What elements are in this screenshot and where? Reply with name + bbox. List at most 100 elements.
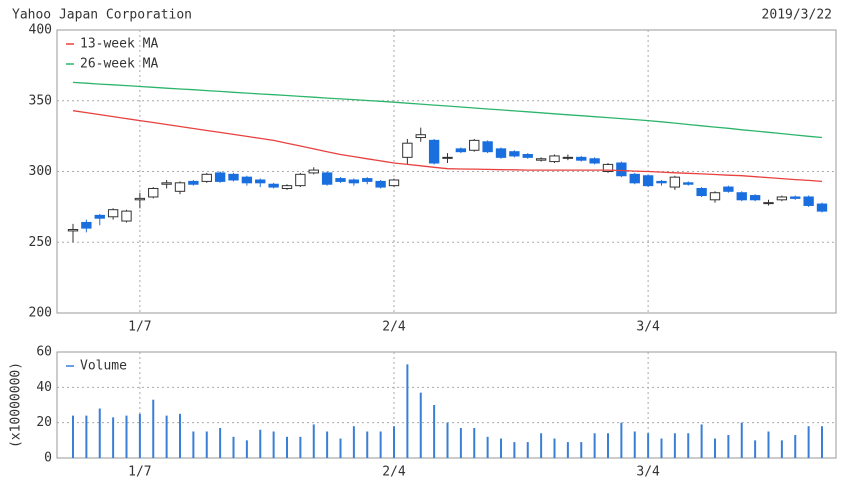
- volume-bar: [647, 433, 650, 458]
- candle-body: [803, 196, 814, 206]
- volume-bar: [393, 426, 395, 458]
- volume-bar: [473, 427, 476, 458]
- candle-body: [522, 154, 533, 158]
- volume-bar: [767, 431, 770, 458]
- candle-body: [549, 155, 560, 163]
- candle-body: [94, 214, 105, 219]
- candle-body: [255, 179, 266, 184]
- candle-body: [228, 173, 239, 181]
- candle-body: [81, 221, 92, 229]
- x-tick-label: 2/4: [382, 320, 406, 335]
- volume-bar: [379, 431, 382, 458]
- candle-body: [281, 185, 293, 189]
- volume-bar: [152, 399, 155, 458]
- volume-bar: [821, 426, 823, 458]
- candle-body: [509, 151, 520, 157]
- chart-date: 2019/3/22: [762, 8, 832, 23]
- volume-bar: [807, 426, 810, 458]
- y-tick-label: 300: [29, 164, 52, 179]
- volume-bar: [513, 442, 516, 458]
- candle-body: [375, 180, 386, 188]
- candle-body: [629, 173, 640, 184]
- volume-bar: [219, 427, 222, 458]
- x-tick-label: 1/7: [128, 320, 151, 335]
- candle-body: [388, 179, 400, 187]
- candle-body: [495, 148, 507, 158]
- candle-body: [335, 178, 346, 182]
- volume-bar: [85, 415, 88, 458]
- candle-body: [535, 158, 547, 161]
- candle-body: [402, 142, 413, 158]
- volume-bar: [607, 433, 609, 458]
- candle-body: [709, 192, 721, 201]
- volume-bar: [580, 442, 583, 458]
- volume-bar: [179, 413, 181, 458]
- y-axis-label: (x10000000): [9, 362, 24, 448]
- volume-bar: [500, 438, 502, 458]
- volume-bar: [673, 433, 676, 458]
- y-tick-label: 400: [29, 23, 52, 38]
- candle-body: [348, 179, 360, 184]
- candle-body: [107, 209, 119, 218]
- candle-body: [121, 210, 132, 222]
- candle-body: [201, 173, 212, 182]
- volume-bar: [205, 431, 208, 458]
- volume-bar: [312, 424, 315, 458]
- volume-bar: [459, 427, 462, 458]
- volume-bar: [339, 438, 342, 458]
- y-tick-label: 0: [44, 451, 52, 466]
- candle-body: [736, 192, 747, 201]
- candle-body: [602, 163, 614, 173]
- volume-bar: [112, 417, 115, 458]
- volume-bar: [486, 436, 489, 458]
- volume-bar: [526, 442, 529, 458]
- volume-bar: [245, 440, 248, 458]
- volume-bar: [714, 438, 716, 458]
- volume-bar: [98, 408, 101, 458]
- y-tick-label: 350: [29, 93, 52, 108]
- volume-bar: [633, 431, 636, 458]
- ma-line: [72, 81, 823, 139]
- candle-body: [763, 202, 774, 205]
- volume-bar: [794, 435, 797, 458]
- volume-bar: [192, 431, 195, 458]
- volume-bar: [72, 415, 74, 458]
- volume-bar: [406, 364, 409, 458]
- candle-body: [723, 186, 734, 192]
- ma-line: [72, 110, 823, 183]
- candle-body: [683, 182, 694, 185]
- volume-bar: [727, 435, 730, 458]
- y-tick-label: 200: [29, 306, 52, 321]
- y-tick-label: 20: [36, 415, 52, 430]
- x-tick-label: 2/4: [382, 465, 406, 480]
- volume-bar: [433, 405, 436, 458]
- legend-label: 26-week MA: [80, 57, 158, 72]
- volume-bar: [352, 426, 355, 458]
- candle-body: [816, 203, 828, 212]
- volume-bar: [660, 438, 663, 458]
- volume-bar: [232, 436, 235, 458]
- candle-body: [214, 172, 226, 182]
- volume-bar: [272, 431, 275, 458]
- candle-body: [696, 187, 707, 197]
- candle-body: [656, 180, 667, 184]
- candle-body: [268, 183, 279, 188]
- x-tick-label: 1/7: [128, 465, 151, 480]
- candle-body: [455, 148, 467, 153]
- volume-bar: [740, 422, 743, 458]
- y-tick-label: 60: [36, 345, 52, 360]
- volume-bar: [553, 438, 556, 458]
- volume-bar: [620, 422, 623, 458]
- candle-body: [134, 197, 146, 201]
- candle-body: [469, 139, 480, 151]
- volume-bar: [366, 431, 369, 458]
- x-tick-label: 3/4: [636, 320, 660, 335]
- candle-body: [669, 176, 681, 188]
- candle-body: [161, 182, 172, 185]
- candle-body: [295, 173, 306, 187]
- candle-body: [642, 175, 654, 187]
- candle-body: [482, 141, 493, 153]
- volume-bar: [138, 413, 141, 458]
